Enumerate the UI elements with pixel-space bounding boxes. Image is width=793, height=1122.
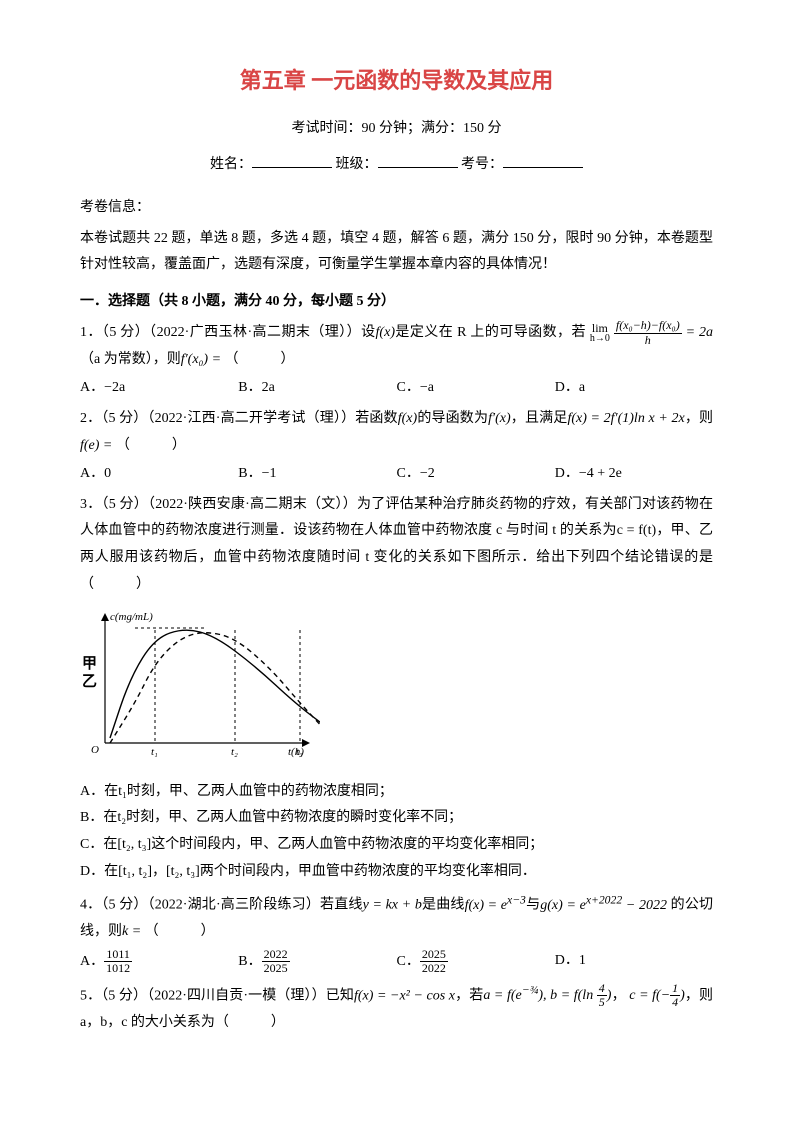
- q2-fx: f(x): [398, 411, 417, 426]
- q5-stem-c: ，: [611, 988, 625, 1003]
- q4-opt-a[interactable]: A．10111012: [80, 948, 238, 976]
- q2-opt-b[interactable]: B．−1: [238, 461, 396, 488]
- limit-expr: limh→0: [590, 322, 610, 345]
- q4-stem-a: 4．（5 分）（2022·湖北·高三阶段练习）若直线: [80, 898, 363, 913]
- q5-stem-a: 5．（5 分）（2022·四川自贡·一模（理））已知: [80, 988, 354, 1003]
- q3-opt-c[interactable]: C．在[t₂, t₃]这个时间段内，甲、乙两人血管中药物浓度的平均变化率相同；: [80, 832, 713, 859]
- q4-c-frac: 20252022: [420, 948, 448, 975]
- q2-options: A．0 B．−1 C．−2 D．−4 + 2e: [80, 461, 713, 488]
- q1-stem-a: 1．（5 分）（2022·广西玉林·高二期末（理））设: [80, 325, 376, 340]
- q2-stem-b: 的导函数为: [417, 411, 488, 426]
- svg-text:t₁: t₁: [151, 746, 158, 758]
- section-1-heading: 一．选择题（共 8 小题，满分 40 分，每小题 5 分）: [80, 289, 713, 316]
- q3-figure: Oc(mg/mL)t(h)甲乙t₁t₂t₃: [80, 608, 713, 769]
- q1-stem-b: 是定义在 R 上的可导函数，若: [395, 325, 586, 340]
- q4-g: g(x) = ex+2022 − 2022: [540, 898, 670, 913]
- q1-opt-c[interactable]: C．−a: [397, 375, 555, 402]
- q2-opt-c[interactable]: C．−2: [397, 461, 555, 488]
- svg-text:t₃: t₃: [296, 746, 303, 758]
- svg-text:t₂: t₂: [231, 746, 238, 758]
- num-label: 考号：: [461, 157, 503, 172]
- q4-opt-b[interactable]: B．20222025: [238, 948, 396, 976]
- q2-fpx: f′(x): [488, 411, 511, 426]
- q4-f: f(x) = ex−3: [465, 898, 526, 913]
- q2-opt-d[interactable]: D．−4 + 2e: [555, 461, 713, 488]
- question-3: 3．（5 分）（2022·陕西安康·高二期末（文））为了评估某种治疗肺炎药物的疗…: [80, 492, 713, 598]
- svg-text:甲: 甲: [82, 655, 97, 672]
- svg-text:乙: 乙: [82, 674, 97, 690]
- q4-options: A．10111012 B．20222025 C．20252022 D．1: [80, 948, 713, 976]
- q4-stem-b: 是曲线: [422, 898, 465, 913]
- q5-a: a = f(e−¾), b = f(ln 45): [483, 988, 611, 1003]
- question-2: 2．（5 分）（2022·江西·高二开学考试（理））若函数f(x)的导函数为f′…: [80, 406, 713, 459]
- q4-b-frac: 20222025: [262, 948, 290, 975]
- q2-opt-a[interactable]: A．0: [80, 461, 238, 488]
- info-body: 本卷试题共 22 题，单选 8 题，多选 4 题，填空 4 题，解答 6 题，满…: [80, 226, 713, 279]
- q2-eq: f(x) = 2f′(1)ln x + 2x: [567, 411, 684, 426]
- q5-c: c = f(−14): [629, 988, 685, 1003]
- q4-b-lbl: B．: [238, 954, 261, 969]
- q4-k: k =: [122, 924, 145, 939]
- concentration-chart: Oc(mg/mL)t(h)甲乙t₁t₂t₃: [80, 608, 320, 758]
- name-label: 姓名：: [210, 157, 252, 172]
- page-title: 第五章 一元函数的导数及其应用: [80, 60, 713, 102]
- q1-frac: f(x₀−h)−f(x₀)h: [614, 319, 682, 346]
- svg-text:O: O: [91, 744, 99, 756]
- q3-opt-d[interactable]: D．在[t₁, t₂]，[t₂, t₃]两个时间段内，甲血管中药物浓度的平均变化…: [80, 859, 713, 886]
- q3-options: A．在t₁时刻，甲、乙两人血管中的药物浓度相同； B．在t₂时刻，甲、乙两人血管…: [80, 779, 713, 885]
- q2-fe: f(e) =: [80, 438, 116, 453]
- q1-fprime: f′(x₀) =: [181, 352, 225, 367]
- q1-opt-a[interactable]: A．−2a: [80, 375, 238, 402]
- q5-f: f(x) = −x² − cos x: [354, 988, 455, 1003]
- q3-opt-a[interactable]: A．在t₁时刻，甲、乙两人血管中的药物浓度相同；: [80, 779, 713, 806]
- class-blank[interactable]: [378, 152, 458, 168]
- q1-options: A．−2a B．2a C．−a D．a: [80, 375, 713, 402]
- question-1: 1．（5 分）（2022·广西玉林·高二期末（理））设f(x)是定义在 R 上的…: [80, 319, 713, 373]
- class-label: 班级：: [336, 157, 378, 172]
- num-blank[interactable]: [503, 152, 583, 168]
- svg-text:c(mg/mL): c(mg/mL): [110, 611, 153, 623]
- q4-c-lbl: C．: [397, 954, 420, 969]
- question-5: 5．（5 分）（2022·四川自贡·一模（理））已知f(x) = −x² − c…: [80, 980, 713, 1037]
- q4-opt-d[interactable]: D．1: [555, 948, 713, 976]
- q2-stem-d: ，则: [685, 411, 713, 426]
- q2-stem-a: 2．（5 分）（2022·江西·高二开学考试（理））若函数: [80, 411, 398, 426]
- q4-stem-c: 与: [526, 898, 540, 913]
- name-blank[interactable]: [252, 152, 332, 168]
- identity-line: 姓名： 班级： 考号：: [80, 152, 713, 179]
- q4-opt-c[interactable]: C．20252022: [397, 948, 555, 976]
- exam-info: 考试时间：90 分钟；满分：150 分: [80, 116, 713, 143]
- question-4: 4．（5 分）（2022·湖北·高三阶段练习）若直线y = kx + b是曲线f…: [80, 889, 713, 946]
- info-heading: 考卷信息：: [80, 195, 713, 222]
- q2-stem-c: ，且满足: [511, 411, 568, 426]
- q1-stem-c: （a 为常数），则: [80, 352, 181, 367]
- q4-a-lbl: A．: [80, 954, 104, 969]
- q1-eq: = 2a: [686, 325, 713, 340]
- q1-fx: f(x): [376, 325, 395, 340]
- q5-stem-b: ，若: [455, 988, 483, 1003]
- q1-opt-d[interactable]: D．a: [555, 375, 713, 402]
- q3-opt-b[interactable]: B．在t₂时刻，甲、乙两人血管中药物浓度的瞬时变化率不同；: [80, 805, 713, 832]
- q4-a-frac: 10111012: [104, 948, 132, 975]
- q1-opt-b[interactable]: B．2a: [238, 375, 396, 402]
- q4-line: y = kx + b: [363, 898, 422, 913]
